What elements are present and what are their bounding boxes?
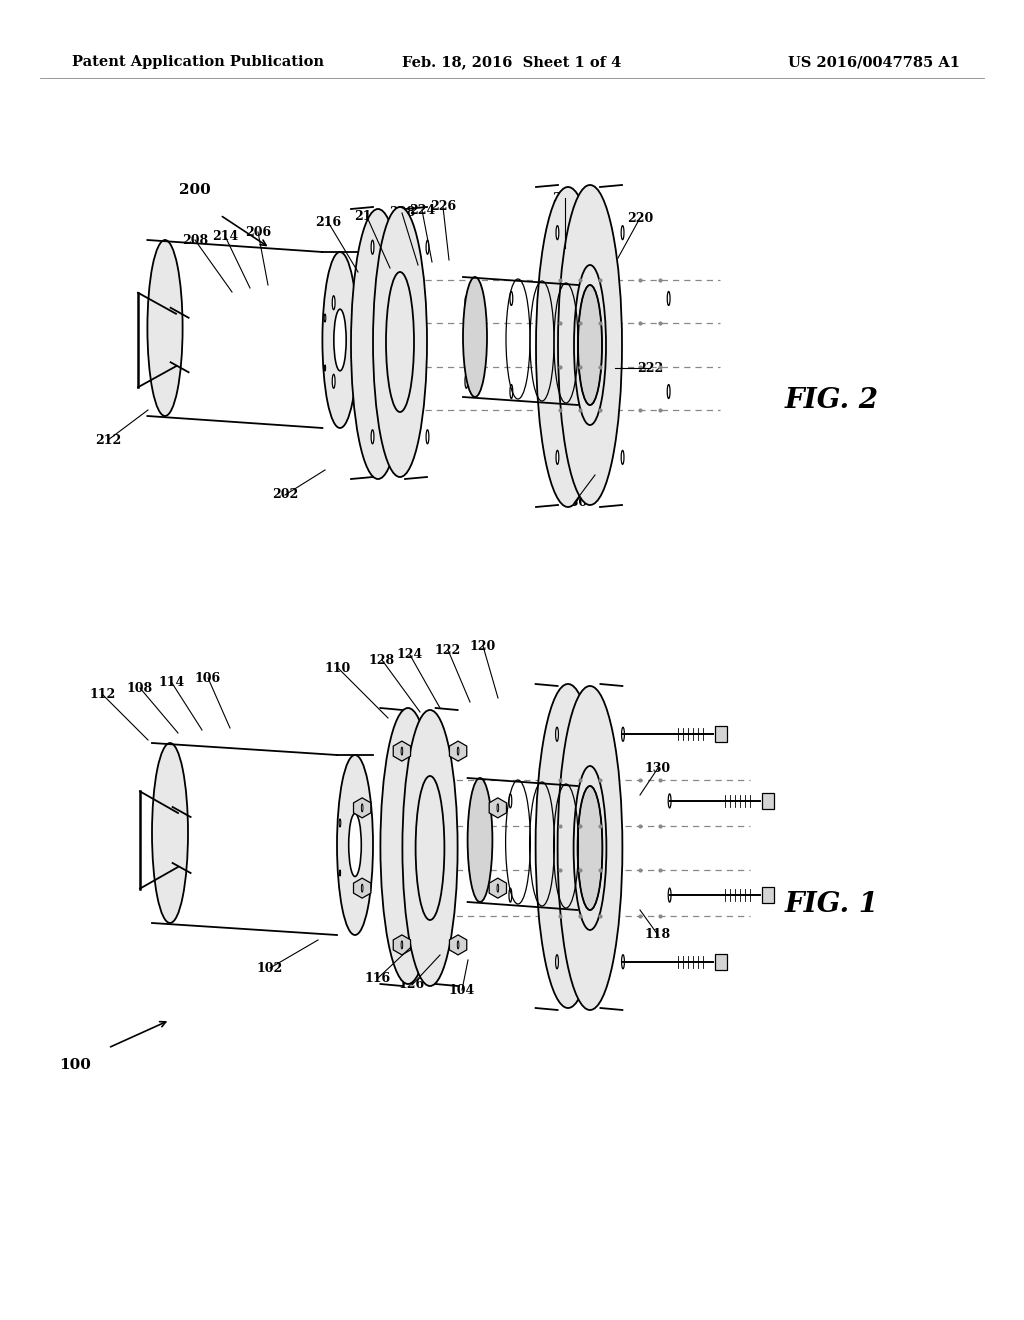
Ellipse shape — [332, 375, 335, 388]
Ellipse shape — [351, 209, 406, 479]
Text: FIG. 1: FIG. 1 — [785, 891, 879, 919]
Ellipse shape — [401, 747, 402, 755]
Text: 202: 202 — [272, 488, 298, 502]
Ellipse shape — [536, 187, 600, 507]
Ellipse shape — [426, 430, 429, 444]
Text: 230: 230 — [561, 496, 587, 510]
Ellipse shape — [361, 884, 362, 892]
Text: 126: 126 — [399, 978, 425, 991]
Ellipse shape — [380, 708, 435, 983]
Text: 114: 114 — [159, 676, 185, 689]
Ellipse shape — [556, 450, 559, 465]
Ellipse shape — [622, 727, 625, 742]
Ellipse shape — [371, 240, 374, 255]
Ellipse shape — [416, 776, 444, 920]
Text: 116: 116 — [365, 972, 391, 985]
Text: 128: 128 — [369, 653, 395, 667]
Text: 204: 204 — [552, 191, 579, 205]
Ellipse shape — [339, 870, 341, 876]
FancyBboxPatch shape — [762, 793, 773, 809]
Ellipse shape — [578, 285, 602, 405]
Ellipse shape — [622, 954, 625, 969]
Ellipse shape — [573, 766, 606, 931]
Ellipse shape — [325, 314, 326, 322]
Ellipse shape — [371, 430, 374, 444]
Text: Feb. 18, 2016  Sheet 1 of 4: Feb. 18, 2016 Sheet 1 of 4 — [402, 55, 622, 69]
Ellipse shape — [334, 309, 346, 371]
Ellipse shape — [465, 375, 468, 388]
Ellipse shape — [458, 747, 459, 755]
Text: 102: 102 — [257, 961, 283, 974]
Ellipse shape — [669, 888, 671, 902]
Ellipse shape — [510, 292, 513, 305]
Ellipse shape — [669, 793, 671, 808]
Text: 224: 224 — [409, 203, 435, 216]
Ellipse shape — [147, 240, 182, 416]
Ellipse shape — [558, 185, 622, 506]
Text: 200: 200 — [179, 183, 211, 197]
Ellipse shape — [458, 941, 459, 949]
Ellipse shape — [323, 252, 357, 428]
Ellipse shape — [339, 818, 341, 828]
Ellipse shape — [556, 727, 558, 742]
Ellipse shape — [349, 813, 361, 876]
Ellipse shape — [337, 755, 373, 935]
Text: 104: 104 — [449, 983, 475, 997]
Text: 100: 100 — [59, 1059, 91, 1072]
FancyBboxPatch shape — [715, 954, 727, 970]
Ellipse shape — [509, 888, 512, 902]
Ellipse shape — [426, 240, 429, 255]
Ellipse shape — [468, 777, 493, 902]
Text: 222: 222 — [637, 362, 664, 375]
Ellipse shape — [332, 296, 335, 310]
FancyBboxPatch shape — [715, 726, 727, 742]
Ellipse shape — [401, 941, 402, 949]
Ellipse shape — [536, 684, 600, 1008]
Ellipse shape — [152, 743, 188, 923]
Ellipse shape — [558, 686, 623, 1010]
Ellipse shape — [509, 793, 512, 808]
Ellipse shape — [325, 366, 326, 371]
Ellipse shape — [668, 292, 670, 305]
Ellipse shape — [574, 265, 606, 425]
Text: 226: 226 — [430, 201, 456, 214]
Ellipse shape — [556, 226, 559, 240]
Text: 118: 118 — [645, 928, 671, 941]
Ellipse shape — [465, 296, 468, 310]
Ellipse shape — [463, 277, 487, 397]
Ellipse shape — [373, 207, 427, 477]
Text: 214: 214 — [212, 230, 239, 243]
Text: 228: 228 — [389, 206, 415, 219]
Text: 208: 208 — [182, 234, 208, 247]
Ellipse shape — [402, 710, 458, 986]
Ellipse shape — [386, 272, 414, 412]
Text: 216: 216 — [315, 215, 341, 228]
Text: 210: 210 — [354, 210, 380, 223]
Text: 120: 120 — [470, 639, 496, 652]
Text: 122: 122 — [435, 644, 461, 656]
Text: 206: 206 — [245, 226, 271, 239]
Text: Patent Application Publication: Patent Application Publication — [72, 55, 324, 69]
Text: FIG. 2: FIG. 2 — [785, 387, 879, 413]
Ellipse shape — [578, 785, 602, 909]
Text: 112: 112 — [90, 689, 116, 701]
Text: 130: 130 — [645, 762, 671, 775]
Ellipse shape — [668, 384, 670, 399]
Ellipse shape — [510, 384, 513, 399]
Text: 106: 106 — [195, 672, 221, 685]
Ellipse shape — [622, 226, 624, 240]
Ellipse shape — [361, 804, 362, 812]
Ellipse shape — [556, 954, 558, 969]
Text: 124: 124 — [397, 648, 423, 661]
Text: 220: 220 — [627, 211, 653, 224]
Ellipse shape — [497, 884, 499, 892]
Text: 212: 212 — [95, 433, 121, 446]
Ellipse shape — [497, 804, 499, 812]
Ellipse shape — [622, 450, 624, 465]
FancyBboxPatch shape — [762, 887, 773, 903]
Text: US 2016/0047785 A1: US 2016/0047785 A1 — [788, 55, 961, 69]
Text: 110: 110 — [325, 661, 351, 675]
Text: 108: 108 — [127, 681, 153, 694]
